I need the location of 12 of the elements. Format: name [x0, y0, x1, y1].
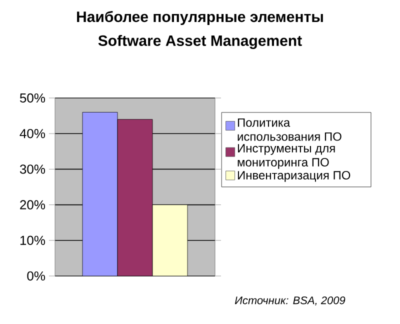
y-tick-label: 50%	[20, 93, 46, 103]
legend-label: Инвентаризация ПО	[238, 171, 350, 182]
y-tick-label: 0%	[27, 271, 46, 281]
y-tick-label: 30%	[20, 164, 46, 174]
chart-subtitle: Software Asset Management	[98, 34, 302, 50]
legend-label: Инструменты для мониторинга ПО	[238, 144, 335, 169]
legend-label: Политика использования ПО	[238, 118, 342, 141]
y-tick-label: 20%	[20, 200, 46, 210]
y-tick-label: 10%	[20, 236, 46, 245]
chart-title: Наиболее популярные элементы	[77, 10, 323, 26]
y-tick-label: 40%	[20, 128, 46, 138]
text: Источник: BSA, 2009	[234, 296, 346, 306]
